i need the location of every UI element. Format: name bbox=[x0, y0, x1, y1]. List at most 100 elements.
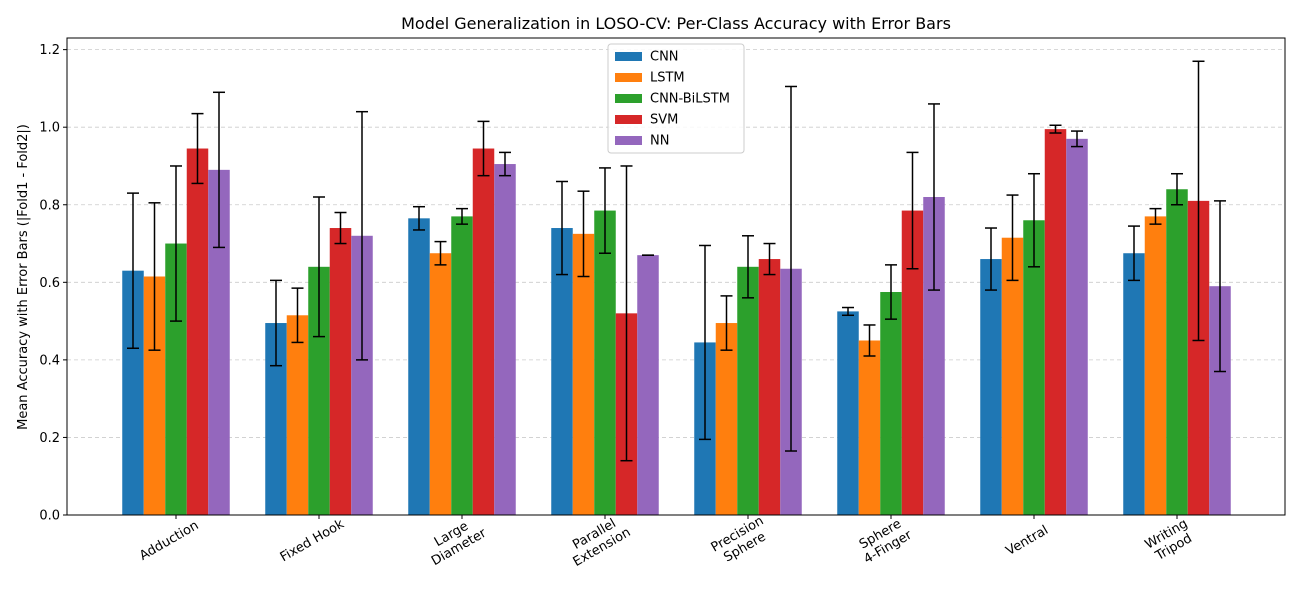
bar-lstm-0 bbox=[143, 276, 166, 515]
error-bar bbox=[556, 180, 568, 276]
x-tick-label: LargeDiameter bbox=[421, 512, 489, 569]
bar-lstm-2 bbox=[429, 253, 452, 516]
bar-cnn-3 bbox=[551, 228, 573, 515]
x-tick-label-line: Adduction bbox=[137, 518, 201, 564]
x-tick-label-line: Fixed Hook bbox=[278, 516, 347, 565]
y-tick-label: 0.8 bbox=[39, 198, 60, 213]
error-bar bbox=[1128, 225, 1140, 282]
x-tick-label: WritingTripod bbox=[1143, 516, 1198, 565]
bar-cnn-bilstm-1 bbox=[308, 266, 330, 515]
bars bbox=[122, 129, 1231, 516]
plot-frame bbox=[66, 37, 1286, 516]
legend-swatch bbox=[615, 73, 642, 82]
bar-svm-2 bbox=[472, 148, 495, 515]
bar-cnn-6 bbox=[980, 259, 1002, 515]
x-tick-label: ParallelExtension bbox=[563, 512, 633, 570]
error-bar bbox=[1028, 172, 1040, 268]
error-bar bbox=[1171, 172, 1183, 206]
legend: CNN LSTM CNN-BiLSTM SVM NN bbox=[607, 43, 745, 154]
bar-cnn-bilstm-3 bbox=[594, 210, 616, 515]
error-bars bbox=[127, 60, 1226, 462]
bar-nn-6 bbox=[1066, 138, 1088, 515]
bar-cnn-5 bbox=[837, 311, 859, 515]
bar-svm-5 bbox=[901, 210, 924, 515]
error-bar bbox=[477, 120, 490, 177]
x-tick-label-line: Ventral bbox=[1004, 523, 1051, 559]
y-axis-label: Mean Accuracy with Error Bars (|Fold1 - … bbox=[16, 124, 31, 430]
error-bar bbox=[127, 192, 139, 349]
bar-cnn-7 bbox=[1123, 253, 1145, 516]
bar-svm-1 bbox=[329, 228, 352, 515]
error-bar bbox=[742, 235, 754, 299]
bar-nn-2 bbox=[494, 164, 516, 515]
legend-swatch bbox=[615, 52, 642, 61]
bar-cnn-1 bbox=[265, 323, 287, 515]
x-tick-label: Adduction bbox=[137, 518, 201, 564]
legend-label: CNN bbox=[650, 50, 679, 65]
error-bar bbox=[334, 211, 347, 245]
error-bar bbox=[356, 110, 368, 361]
bar-lstm-4 bbox=[715, 323, 738, 515]
bar-svm-4 bbox=[758, 259, 781, 515]
error-bar bbox=[413, 205, 425, 231]
error-bar bbox=[434, 240, 447, 266]
error-bar bbox=[785, 85, 797, 452]
bar-nn-3 bbox=[637, 255, 659, 516]
y-tick-label: 0.0 bbox=[39, 509, 60, 524]
bar-nn-7 bbox=[1209, 286, 1231, 515]
y-tick-label: 0.6 bbox=[39, 276, 60, 291]
bar-cnn-bilstm-2 bbox=[451, 216, 473, 515]
error-bar bbox=[313, 196, 325, 338]
bar-nn-1 bbox=[351, 235, 373, 515]
y-tick-label: 0.4 bbox=[39, 353, 60, 368]
legend-label: LSTM bbox=[650, 71, 685, 86]
error-bar bbox=[1214, 200, 1226, 373]
bar-cnn-bilstm-5 bbox=[880, 292, 902, 515]
legend-label: SVM bbox=[650, 113, 678, 128]
error-bar bbox=[763, 242, 776, 276]
error-bar bbox=[928, 103, 940, 291]
legend-box bbox=[607, 43, 745, 154]
error-bar bbox=[1149, 207, 1162, 225]
bar-nn-0 bbox=[208, 169, 230, 516]
error-bar bbox=[499, 151, 511, 177]
bar-svm-7 bbox=[1187, 200, 1210, 515]
x-tick-label: Sphere4-Finger bbox=[854, 514, 915, 567]
y-axis: 0.0 0.2 0.4 0.6 0.8 1.0 1.2 bbox=[39, 43, 67, 524]
error-bar bbox=[620, 165, 633, 462]
error-bar bbox=[863, 324, 876, 357]
error-bar bbox=[291, 287, 304, 344]
bar-lstm-7 bbox=[1144, 216, 1167, 515]
error-bar bbox=[170, 165, 182, 322]
error-bar bbox=[1192, 60, 1205, 342]
error-bar bbox=[148, 202, 161, 351]
legend-label: CNN-BiLSTM bbox=[650, 92, 730, 107]
legend-swatch bbox=[615, 94, 642, 103]
bar-svm-0 bbox=[186, 148, 209, 515]
error-bar bbox=[885, 264, 897, 320]
error-bar bbox=[213, 91, 225, 249]
chart-title: Model Generalization in LOSO-CV: Per-Cla… bbox=[401, 14, 951, 33]
error-bar bbox=[985, 227, 997, 291]
bar-lstm-3 bbox=[572, 233, 595, 515]
y-tick-label: 0.2 bbox=[39, 431, 60, 446]
bar-cnn-0 bbox=[122, 270, 144, 515]
x-axis: Adduction Fixed Hook LargeDiameter Parallel… bbox=[137, 512, 1198, 570]
error-bar bbox=[1006, 194, 1019, 282]
x-tick-label: PrecisionSphere bbox=[709, 513, 774, 568]
error-bar bbox=[599, 167, 611, 254]
y-tick-label: 1.2 bbox=[39, 43, 60, 58]
bar-lstm-5 bbox=[858, 340, 881, 515]
error-bar bbox=[699, 244, 711, 441]
error-bar bbox=[720, 295, 733, 351]
bar-cnn-bilstm-7 bbox=[1166, 189, 1188, 515]
bar-cnn-bilstm-0 bbox=[165, 243, 187, 515]
bar-lstm-6 bbox=[1001, 237, 1024, 515]
error-bar bbox=[577, 190, 590, 278]
legend-swatch bbox=[615, 115, 642, 124]
bar-lstm-1 bbox=[286, 315, 309, 515]
error-bar bbox=[191, 112, 204, 185]
bar-cnn-bilstm-4 bbox=[737, 266, 759, 515]
error-bar bbox=[1049, 124, 1062, 134]
